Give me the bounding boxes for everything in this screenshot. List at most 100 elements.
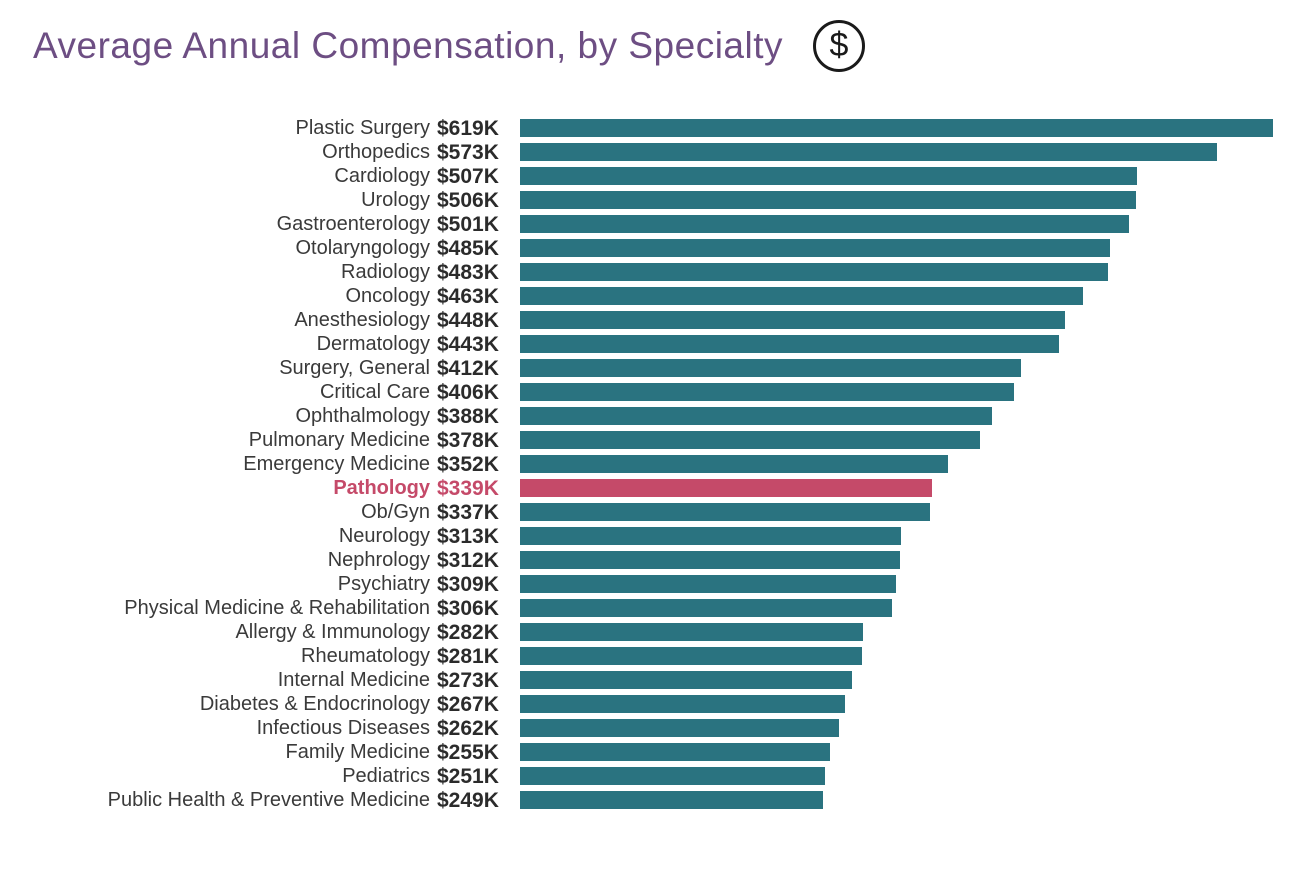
value-label: $312K <box>437 549 499 572</box>
chart-row: Urology $506K <box>0 188 1290 212</box>
category-label: Ophthalmology <box>295 405 430 427</box>
bar <box>520 455 948 473</box>
chart-row: Emergency Medicine $352K <box>0 452 1290 476</box>
bar <box>520 119 1273 137</box>
category-label: Rheumatology <box>301 645 430 667</box>
chart-row: Rheumatology $281K <box>0 644 1290 668</box>
chart-row: Ob/Gyn $337K <box>0 500 1290 524</box>
chart-row: Allergy & Immunology $282K <box>0 620 1290 644</box>
category-label: Physical Medicine & Rehabilitation <box>124 597 430 619</box>
bar-track <box>520 695 1290 713</box>
chart-row: Gastroenterology $501K <box>0 212 1290 236</box>
category-label: Diabetes & Endocrinology <box>199 693 430 715</box>
bar-track <box>520 767 1290 785</box>
chart-row: Radiology $483K <box>0 260 1290 284</box>
category-label: Urology <box>361 189 430 211</box>
bar-track <box>520 287 1290 305</box>
bar-track <box>520 359 1290 377</box>
value-label: $406K <box>437 381 499 404</box>
value-label: $262K <box>437 717 499 740</box>
chart-row: Psychiatry $309K <box>0 572 1290 596</box>
chart-row: Dermatology $443K <box>0 332 1290 356</box>
chart-row: Internal Medicine $273K <box>0 668 1290 692</box>
bar-track <box>520 455 1290 473</box>
value-label: $378K <box>437 429 499 452</box>
value-label: $506K <box>437 189 499 212</box>
bar <box>520 623 863 641</box>
value-label: $352K <box>437 453 499 476</box>
value-label: $282K <box>437 621 499 644</box>
bar-track <box>520 335 1290 353</box>
category-label: Family Medicine <box>285 741 430 763</box>
bar <box>520 551 900 569</box>
category-label: Emergency Medicine <box>243 453 430 475</box>
value-label: $485K <box>437 237 499 260</box>
category-label: Infectious Diseases <box>256 717 430 739</box>
chart-header: Average Annual Compensation, by Specialt… <box>33 20 866 72</box>
bar <box>520 671 852 689</box>
bar-track <box>520 623 1290 641</box>
dollar-glyph: $ <box>829 26 849 64</box>
bar <box>520 479 932 497</box>
category-label: Nephrology <box>327 549 430 571</box>
bar <box>520 383 1014 401</box>
value-label: $267K <box>437 693 499 716</box>
chart-row: Physical Medicine & Rehabilitation $306K <box>0 596 1290 620</box>
chart-row: Nephrology $312K <box>0 548 1290 572</box>
value-label: $412K <box>437 357 499 380</box>
bar <box>520 287 1083 305</box>
bar <box>520 359 1021 377</box>
chart-row: Diabetes & Endocrinology $267K <box>0 692 1290 716</box>
category-label: Anesthesiology <box>294 309 430 331</box>
chart-row: Oncology $463K <box>0 284 1290 308</box>
value-label: $337K <box>437 501 499 524</box>
value-label: $573K <box>437 141 499 164</box>
value-label: $483K <box>437 261 499 284</box>
bar <box>520 695 845 713</box>
bar-track <box>520 215 1290 233</box>
value-label: $507K <box>437 165 499 188</box>
category-label: Orthopedics <box>322 141 430 163</box>
bar <box>520 527 901 545</box>
bar-track <box>520 647 1290 665</box>
bar <box>520 143 1217 161</box>
value-label: $443K <box>437 333 499 356</box>
value-label: $251K <box>437 765 499 788</box>
bar-track <box>520 503 1290 521</box>
value-label: $619K <box>437 117 499 140</box>
bar-track <box>520 167 1290 185</box>
category-label: Ob/Gyn <box>361 501 430 523</box>
bar-track <box>520 599 1290 617</box>
value-label: $273K <box>437 669 499 692</box>
bar-track <box>520 719 1290 737</box>
chart-row: Plastic Surgery $619K <box>0 116 1290 140</box>
bar <box>520 191 1136 209</box>
chart-row: Critical Care $406K <box>0 380 1290 404</box>
value-label: $281K <box>437 645 499 668</box>
chart-row: Pediatrics $251K <box>0 764 1290 788</box>
category-label: Neurology <box>338 525 430 547</box>
bar <box>520 575 896 593</box>
category-label: Pathology <box>333 477 430 499</box>
chart-row: Otolaryngology $485K <box>0 236 1290 260</box>
bar-track <box>520 263 1290 281</box>
category-label: Plastic Surgery <box>295 117 431 139</box>
value-label: $313K <box>437 525 499 548</box>
value-label: $339K <box>437 477 499 500</box>
bar <box>520 215 1129 233</box>
bar-chart: Plastic Surgery $619K Orthopedics $573K Card… <box>0 116 1290 812</box>
chart-row: Pathology $339K <box>0 476 1290 500</box>
category-label: Public Health & Preventive Medicine <box>107 789 430 811</box>
bar-track <box>520 575 1290 593</box>
value-label: $306K <box>437 597 499 620</box>
chart-row: Anesthesiology $448K <box>0 308 1290 332</box>
category-label: Radiology <box>341 261 430 283</box>
category-label: Critical Care <box>319 381 430 403</box>
value-label: $463K <box>437 285 499 308</box>
bar <box>520 719 839 737</box>
page-title: Average Annual Compensation, by Specialt… <box>33 25 784 66</box>
chart-row: Neurology $313K <box>0 524 1290 548</box>
bar-track <box>520 407 1290 425</box>
bar <box>520 743 830 761</box>
